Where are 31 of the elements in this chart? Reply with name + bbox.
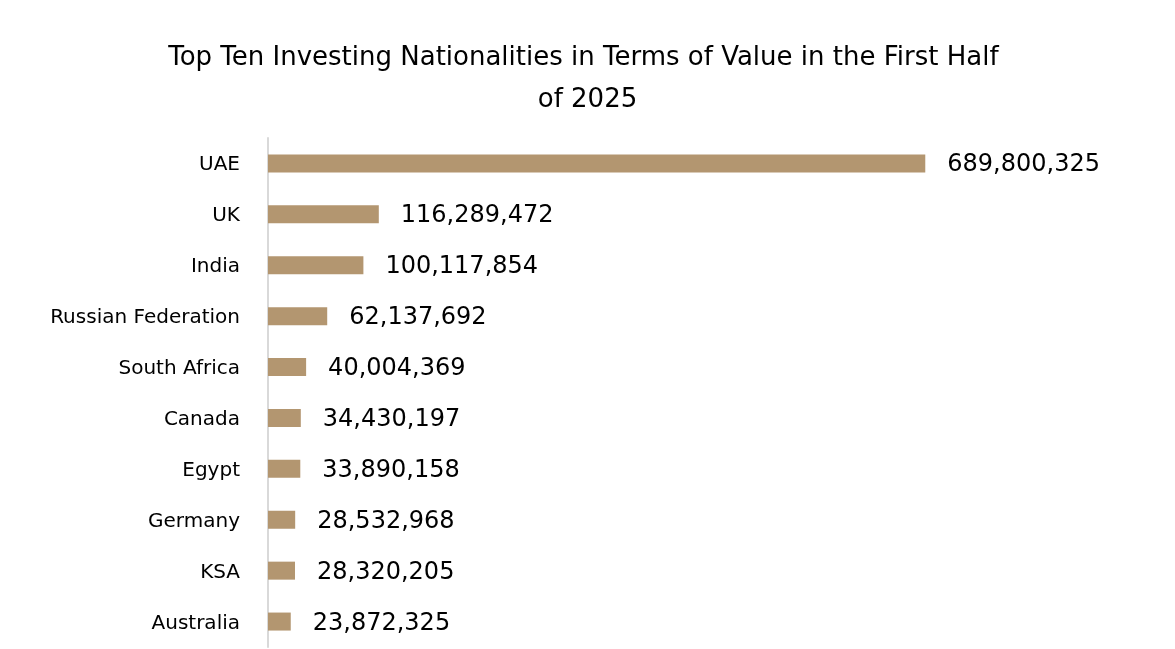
y-tick-label: UK (212, 202, 241, 227)
bar (268, 459, 301, 478)
y-tick-label: KSA (200, 558, 241, 583)
y-tick-label: Australia (151, 609, 240, 634)
y-tick-label: Russian Federation (50, 304, 240, 329)
data-label: 62,137,692 (349, 302, 487, 331)
bar (268, 307, 328, 326)
bar (268, 561, 295, 580)
data-label: 23,872,325 (312, 607, 451, 636)
bar (268, 154, 926, 173)
chart-title: Top Ten Investing Nationalities in Terms of Value in the First Half of 2025 (167, 41, 1007, 113)
data-label: 33,890,158 (322, 454, 460, 483)
y-tick-label: Canada (163, 405, 240, 430)
data-label: 40,004,369 (328, 353, 466, 382)
bar (268, 612, 291, 631)
bar (268, 510, 296, 529)
data-label: 689,800,325 (947, 149, 1100, 178)
data-label: 100,117,854 (385, 251, 539, 280)
bar (268, 205, 379, 224)
bar (268, 408, 301, 427)
bar (268, 358, 307, 377)
data-label: 34,430,197 (322, 403, 461, 432)
y-tick-label: Egypt (182, 456, 241, 481)
y-tick-label: UAE (199, 151, 240, 176)
y-tick-label: South Africa (118, 355, 240, 380)
y-tick-label: India (190, 253, 240, 278)
bar (268, 256, 364, 275)
data-label: 28,320,205 (316, 556, 455, 585)
y-tick-label: Germany (148, 507, 241, 532)
data-label: 28,532,968 (317, 505, 455, 534)
data-label: 116,289,472 (400, 200, 554, 229)
